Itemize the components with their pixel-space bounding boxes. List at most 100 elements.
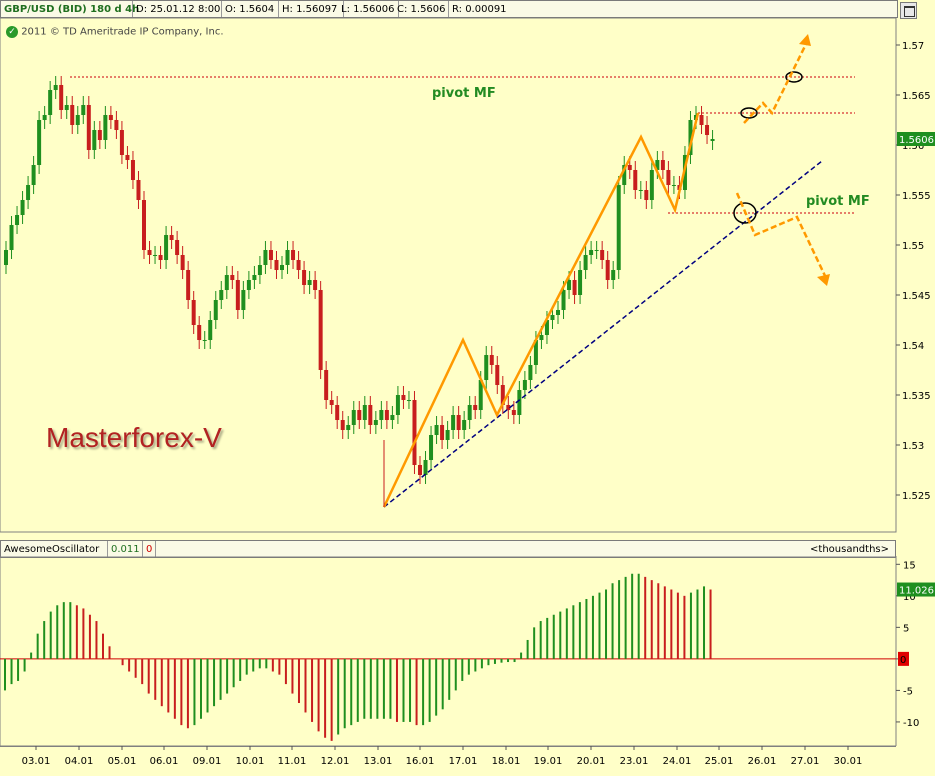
low-label: L: 1.56006	[338, 1, 399, 17]
date-label: D: 25.01.12 8:00	[133, 1, 222, 17]
pivot-label-right: pivot MF	[806, 194, 870, 209]
candle-body	[600, 250, 605, 260]
time-tick-label: 20.01	[577, 756, 606, 767]
range-label: R: 0.00091	[452, 4, 507, 15]
candle-body	[445, 430, 450, 440]
open-label: O: 1.5604	[222, 1, 279, 17]
time-tick-label: 17.01	[449, 756, 478, 767]
time-tick-label: 23.01	[620, 756, 649, 767]
oscillator-tick-label: 15	[903, 560, 916, 571]
candle-body	[164, 235, 169, 260]
candle-body	[649, 170, 654, 200]
candle-body	[64, 105, 69, 110]
candle-body	[103, 115, 108, 140]
price-tick-label: 1.55	[902, 241, 924, 252]
candle-body	[611, 270, 616, 280]
candle-body	[462, 420, 467, 430]
price-tick-label: 1.54	[902, 341, 924, 352]
candle-body	[75, 115, 80, 125]
candle-body	[130, 160, 135, 180]
candle-body	[324, 370, 329, 400]
high-label: H: 1.56097	[279, 1, 344, 17]
candle-body	[605, 260, 610, 280]
candle-body	[202, 340, 207, 341]
candle-body	[4, 250, 8, 265]
time-tick-label: 03.01	[22, 756, 51, 767]
candle-body	[92, 130, 97, 150]
current-price-tag	[897, 132, 935, 146]
candle-body	[660, 160, 665, 170]
candle-body	[158, 255, 163, 260]
candle-body	[390, 415, 395, 420]
price-tick-label: 1.545	[902, 291, 931, 302]
candle-body	[368, 405, 373, 425]
watermark-text: Masterforex-V	[46, 422, 222, 453]
oscillator-tick-label: -10	[903, 718, 919, 729]
oscillator-name: AwesomeOscillator	[1, 541, 108, 557]
time-axis: 03.01 04.01 05.01 06.01 09.01 10.01 11.01 12.01…	[0, 746, 896, 767]
candle-body	[335, 405, 340, 420]
candle-body	[401, 395, 406, 400]
zero-tag-label: 0	[900, 655, 906, 666]
candle-body	[15, 215, 20, 225]
candle-body	[318, 290, 323, 370]
candle-body	[671, 185, 676, 186]
candle-body	[638, 190, 643, 191]
candle-body	[26, 185, 31, 200]
candle-body	[180, 255, 185, 270]
candle-body	[136, 180, 141, 200]
candle-body	[517, 390, 522, 415]
candle-body	[451, 415, 456, 430]
candle-body	[230, 275, 235, 280]
candle-body	[522, 380, 527, 390]
candle-body	[395, 395, 400, 415]
time-tick-label: 26.01	[748, 756, 777, 767]
candle-body	[539, 335, 544, 340]
candle-body	[197, 325, 202, 340]
candle-body	[594, 250, 599, 251]
oscillator-tick-label: 5	[903, 623, 909, 634]
bearish-arrow-line	[735, 192, 829, 281]
copyright-text: 2011 © TD Ameritrade IP Company, Inc.	[21, 26, 224, 38]
price-chart: 1.57 1.565 1.56 1.555 1.55 1.545 1.54 1.535 1.53…	[0, 18, 935, 533]
candle-body	[246, 280, 251, 290]
current-price-label: 1.5606	[899, 135, 934, 146]
candle-body	[528, 365, 533, 380]
candle-body	[108, 115, 113, 120]
candle-body	[622, 165, 627, 185]
candle-body	[633, 170, 638, 190]
time-tick-label: 04.01	[65, 756, 94, 767]
candle-body	[340, 420, 345, 430]
candle-body	[561, 290, 566, 310]
symbol-label: GBP/USD (BID) 180 d 4h	[1, 1, 139, 17]
candle-body	[70, 105, 75, 125]
candle-body	[125, 155, 130, 160]
time-tick-label: 13.01	[364, 756, 393, 767]
copyright-icon: ✓	[6, 26, 18, 38]
candle-body	[423, 460, 428, 475]
candle-body	[213, 300, 218, 320]
maximize-button[interactable]	[900, 2, 917, 19]
candle-body	[429, 435, 434, 460]
candle-body	[567, 280, 572, 290]
pivot-ellipse-top	[785, 71, 803, 83]
candle-body	[357, 410, 362, 420]
bullish-arrow-head	[799, 34, 811, 46]
breakout-ellipse	[733, 202, 757, 224]
time-tick-label: 06.01	[150, 756, 179, 767]
candle-body	[489, 355, 494, 365]
time-tick-label: 09.01	[193, 756, 222, 767]
candle-body	[9, 225, 14, 250]
time-tick-label: 12.01	[321, 756, 350, 767]
oscillator-units: <thousandths>	[810, 544, 889, 555]
candle-body	[59, 85, 64, 110]
time-tick-label: 05.01	[108, 756, 137, 767]
candle-body	[175, 240, 180, 255]
candle-body	[285, 250, 290, 265]
candle-body	[705, 125, 710, 135]
candle-body	[257, 265, 262, 275]
candle-body	[313, 280, 318, 290]
candle-body	[31, 165, 36, 185]
candle-body	[440, 425, 445, 440]
